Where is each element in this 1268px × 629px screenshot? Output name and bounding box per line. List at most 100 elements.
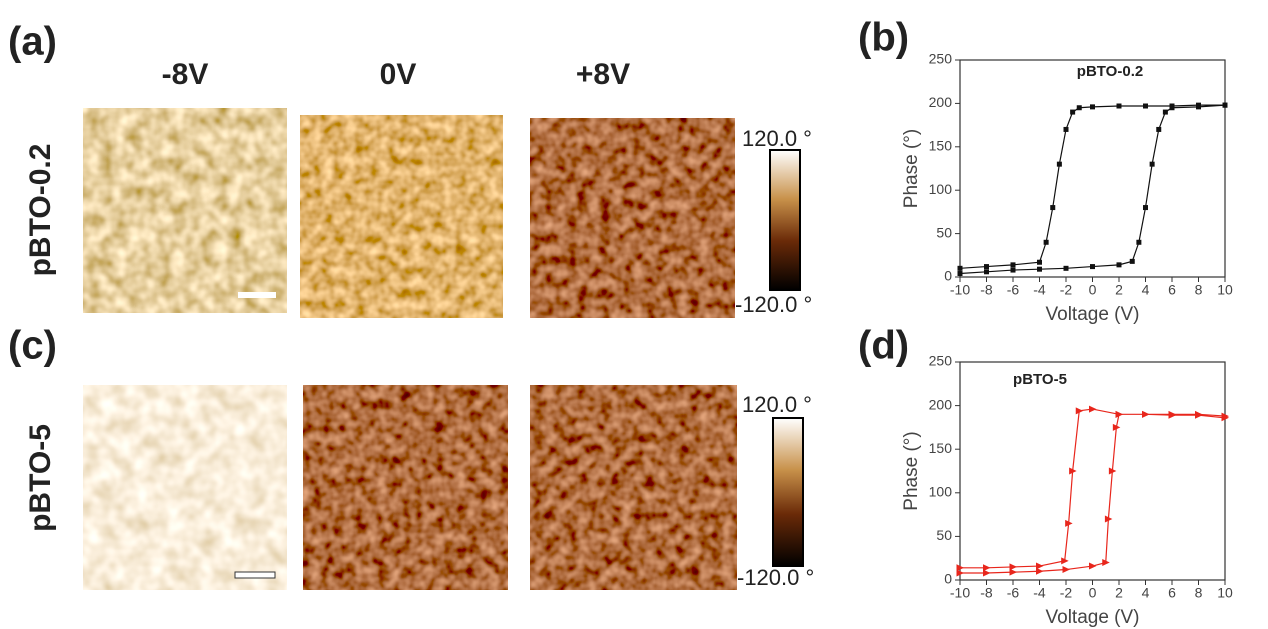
row-label: pBTO-5 — [24, 424, 57, 532]
data-point — [1036, 567, 1044, 575]
data-point — [1050, 205, 1056, 211]
x-tick-label: -2 — [1060, 585, 1073, 601]
data-point — [956, 564, 964, 572]
x-axis-label: Voltage (V) — [1046, 607, 1140, 628]
data-point — [1037, 259, 1042, 265]
data-point — [1037, 266, 1042, 272]
data-point — [1090, 264, 1095, 270]
data-point — [957, 265, 963, 271]
panel-label: (a) — [8, 20, 57, 64]
x-tick-label: -8 — [980, 585, 993, 601]
y-tick-label: 150 — [929, 440, 953, 456]
data-point — [956, 569, 964, 577]
x-tick-label: 8 — [1195, 585, 1203, 601]
data-point — [1222, 102, 1228, 108]
data-point — [1136, 239, 1142, 245]
y-tick-label: 250 — [929, 353, 953, 369]
data-point — [983, 564, 991, 572]
row-label: pBTO-0.2 — [24, 144, 57, 277]
y-axis-label: Phase (°) — [901, 431, 922, 510]
series-line — [959, 104, 1226, 275]
data-point — [1169, 103, 1175, 109]
series-line — [960, 408, 1226, 574]
data-point — [1102, 559, 1110, 567]
data-point — [1143, 205, 1148, 211]
y-tick-label: 0 — [944, 571, 952, 587]
x-tick-label: -10 — [950, 282, 970, 298]
data-point — [1009, 568, 1017, 576]
data-point — [1142, 410, 1150, 418]
panel-label: (d) — [858, 324, 909, 368]
data-point — [1104, 515, 1113, 523]
data-point — [1076, 105, 1082, 111]
x-tick-label: 2 — [1115, 585, 1123, 601]
data-point — [1156, 126, 1162, 132]
column-header: 0V — [380, 58, 417, 91]
x-tick-label: 8 — [1195, 282, 1203, 298]
data-point — [1089, 562, 1097, 570]
x-tick-label: -10 — [950, 585, 970, 601]
colorbar-min: -120.0 ° — [735, 292, 812, 317]
data-point — [1061, 557, 1069, 565]
data-point — [1149, 161, 1155, 167]
x-tick-label: -8 — [980, 282, 993, 298]
afm-image — [300, 115, 503, 318]
data-point — [1108, 467, 1117, 475]
x-tick-label: 0 — [1089, 282, 1097, 298]
x-tick-label: 6 — [1168, 585, 1176, 601]
data-point — [1065, 519, 1073, 527]
x-tick-label: -6 — [1007, 585, 1020, 601]
column-header: -8V — [162, 58, 209, 91]
data-point — [1112, 423, 1121, 431]
plot-frame — [959, 361, 1226, 581]
x-tick-label: 6 — [1168, 282, 1176, 298]
x-tick-label: 4 — [1142, 585, 1150, 601]
data-point — [1195, 411, 1203, 419]
data-point — [1143, 103, 1148, 109]
data-point — [1196, 102, 1201, 108]
y-tick-label: 100 — [929, 484, 953, 500]
y-axis-label: Phase (°) — [901, 129, 922, 208]
data-point — [984, 264, 989, 270]
x-tick-label: 10 — [1217, 282, 1233, 298]
y-tick-label: 100 — [929, 181, 953, 197]
colorbar — [772, 417, 804, 567]
data-point — [983, 569, 991, 577]
y-tick-label: 0 — [944, 268, 952, 284]
x-axis-label: Voltage (V) — [1046, 304, 1140, 325]
data-point — [1090, 104, 1095, 110]
data-point — [1162, 109, 1168, 115]
colorbar-max: 120.0 ° — [742, 392, 812, 417]
x-tick-label: -4 — [1033, 282, 1046, 298]
y-tick-label: 150 — [929, 138, 953, 154]
data-point — [957, 271, 963, 277]
colorbar-max: 120.0 ° — [742, 126, 812, 151]
data-point — [1009, 563, 1017, 571]
afm-image — [530, 118, 735, 318]
data-point — [984, 269, 989, 275]
data-point — [1036, 562, 1044, 570]
y-tick-label: 200 — [929, 396, 953, 412]
x-tick-label: -4 — [1033, 585, 1046, 601]
x-tick-label: 10 — [1217, 585, 1233, 601]
afm-image — [303, 385, 508, 590]
data-point — [1221, 414, 1229, 422]
data-point — [1075, 407, 1084, 415]
x-tick-label: -2 — [1060, 282, 1073, 298]
afm-image — [530, 385, 737, 590]
y-tick-label: 250 — [929, 51, 953, 67]
x-tick-label: -6 — [1007, 282, 1020, 298]
data-point — [1115, 410, 1123, 418]
data-point — [1063, 265, 1069, 271]
data-point — [1062, 566, 1070, 574]
data-point — [1069, 467, 1077, 475]
chart-title: pBTO-0.2 — [1077, 63, 1143, 80]
panel-label: (b) — [858, 16, 909, 60]
panel-label: (c) — [8, 324, 57, 368]
scale-bar — [238, 292, 276, 298]
afm-image — [83, 108, 287, 313]
x-tick-label: 4 — [1142, 282, 1150, 298]
column-header: +8V — [576, 58, 630, 91]
data-point — [1116, 103, 1122, 109]
data-point — [1010, 262, 1016, 268]
